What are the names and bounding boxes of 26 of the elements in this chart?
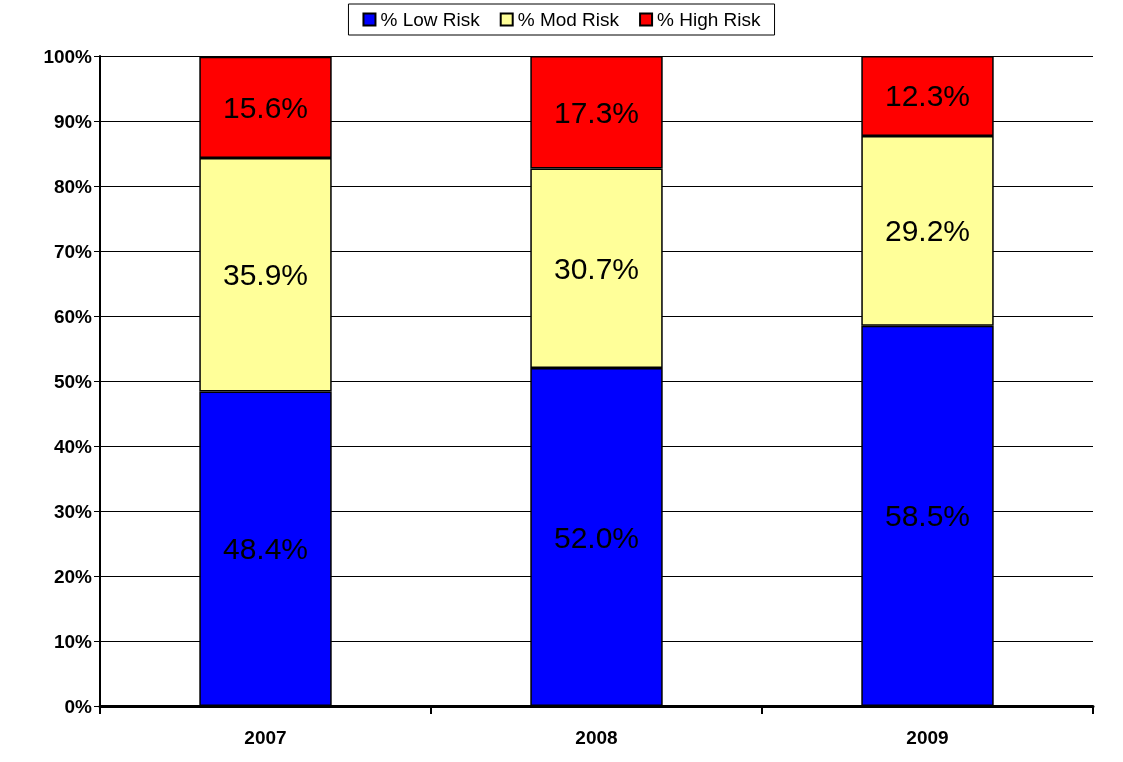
data-label: 48.4% [222,532,309,566]
data-label: 12.3% [884,79,971,113]
x-tick-label: 2009 [906,727,949,748]
legend-label: % High Risk [657,9,762,30]
data-label: 30.7% [553,251,640,285]
legend-label: % Low Risk [380,9,481,30]
y-tick-label: 60% [53,305,93,327]
y-tick-label: 10% [53,630,93,652]
data-label: 29.2% [884,214,971,248]
x-tick-label: 2008 [575,727,618,748]
data-label: 15.6% [222,90,309,124]
y-tick-label: 20% [53,565,93,587]
y-tick-label: 90% [53,110,93,132]
y-tick-label: 80% [53,175,93,197]
x-tick-label: 2007 [244,727,287,748]
y-tick-label: 70% [53,240,93,262]
y-tick-label: 30% [53,500,93,522]
data-label: 17.3% [553,95,640,129]
y-tick-label: 100% [43,45,93,67]
y-tick-label: 0% [64,695,93,717]
y-tick-label: 40% [53,435,93,457]
data-label: 35.9% [222,258,309,292]
data-label: 58.5% [884,499,971,533]
y-tick-label: 50% [53,370,93,392]
data-label: 52.0% [553,520,640,554]
legend-label: % Mod Risk [517,9,620,30]
